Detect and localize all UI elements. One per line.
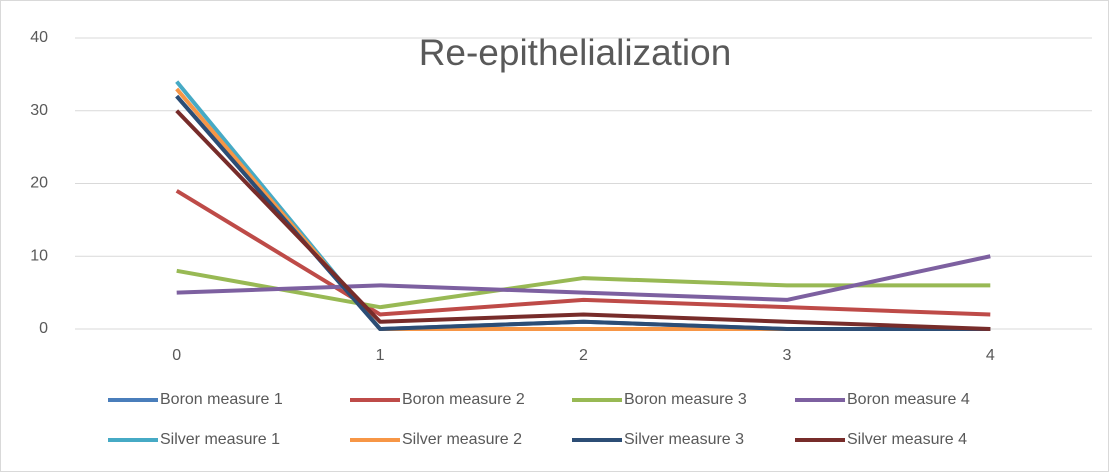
x-tick-label: 0 [172,347,181,364]
y-tick-label: 20 [30,175,48,192]
y-tick-label: 30 [30,102,48,119]
legend-label: Boron measure 4 [847,391,970,408]
y-tick-label: 10 [30,247,48,264]
y-tick-label: 40 [30,29,48,46]
x-tick-label: 1 [376,347,385,364]
series-line [175,189,991,317]
legend-label: Silver measure 2 [402,431,522,448]
series-line [175,109,991,331]
legend-label: Boron measure 3 [624,391,747,408]
chart-title: Re-epithelialization [419,32,732,73]
x-tick-label: 3 [782,347,791,364]
y-tick-label: 0 [39,320,48,337]
legend-label: Silver measure 3 [624,431,744,448]
legend-label: Silver measure 1 [160,431,280,448]
x-tick-label: 2 [579,347,588,364]
legend-label: Boron measure 1 [160,391,283,408]
legend-label: Silver measure 4 [847,431,967,448]
series-line [176,254,991,302]
legend-label: Boron measure 2 [402,391,525,408]
x-tick-label: 4 [986,347,995,364]
